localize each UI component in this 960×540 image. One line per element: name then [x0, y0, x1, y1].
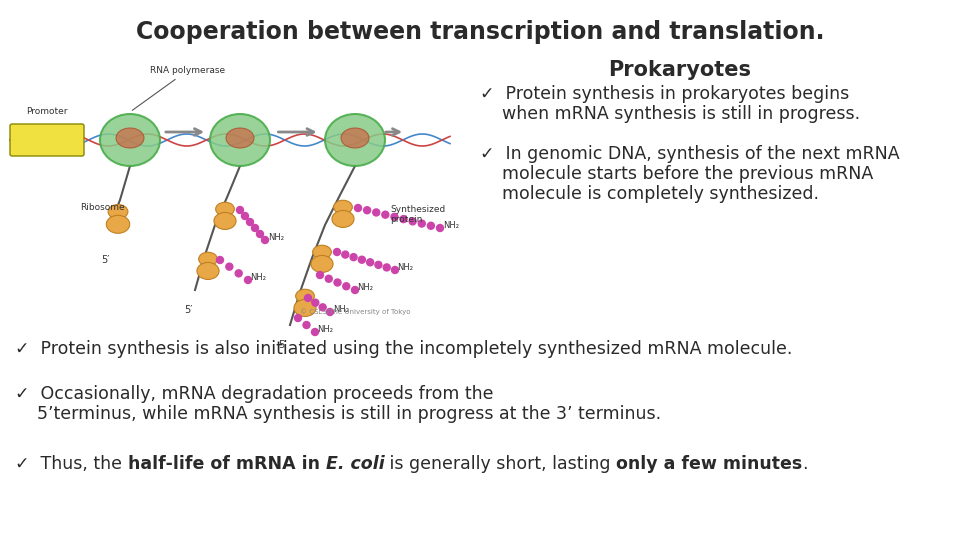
Circle shape	[419, 220, 425, 227]
Ellipse shape	[100, 114, 160, 166]
Circle shape	[342, 251, 348, 258]
Text: Promoter: Promoter	[26, 107, 68, 116]
Circle shape	[312, 299, 319, 306]
Ellipse shape	[294, 300, 316, 316]
Ellipse shape	[116, 128, 144, 148]
Circle shape	[358, 256, 366, 263]
Text: only a few minutes: only a few minutes	[616, 455, 803, 473]
Circle shape	[311, 328, 319, 335]
Circle shape	[325, 275, 332, 282]
Ellipse shape	[311, 255, 333, 273]
Ellipse shape	[334, 200, 352, 214]
Text: Prokaryotes: Prokaryotes	[609, 60, 752, 80]
Circle shape	[391, 213, 398, 220]
Text: 5’terminus, while mRNA synthesis is still in progress at the 3’ terminus.: 5’terminus, while mRNA synthesis is stil…	[15, 405, 661, 423]
Text: NH₂: NH₂	[268, 233, 284, 241]
Text: E. coli: E. coli	[325, 455, 384, 473]
Circle shape	[256, 231, 263, 238]
Circle shape	[409, 218, 417, 225]
Circle shape	[236, 206, 244, 213]
Circle shape	[252, 225, 258, 232]
Text: when mRNA synthesis is still in progress.: when mRNA synthesis is still in progress…	[480, 105, 860, 123]
FancyBboxPatch shape	[10, 124, 84, 156]
Text: ✓  Protein synthesis in prokaryotes begins: ✓ Protein synthesis in prokaryotes begin…	[480, 85, 850, 103]
Text: ✓  Protein synthesis is also initiated using the incompletely synthesized mRNA m: ✓ Protein synthesis is also initiated us…	[15, 340, 792, 358]
Ellipse shape	[296, 289, 314, 303]
Circle shape	[326, 308, 333, 315]
Text: molecule starts before the previous mRNA: molecule starts before the previous mRNA	[480, 165, 874, 183]
Circle shape	[245, 276, 252, 284]
Text: half-life of mRNA in: half-life of mRNA in	[128, 455, 325, 473]
Text: .: .	[803, 455, 808, 473]
Ellipse shape	[226, 128, 254, 148]
Text: NH₂: NH₂	[333, 306, 349, 314]
Circle shape	[304, 294, 311, 301]
Circle shape	[427, 222, 434, 230]
Text: NH₂: NH₂	[443, 221, 459, 231]
Ellipse shape	[107, 215, 130, 233]
Ellipse shape	[108, 205, 128, 219]
Text: molecule is completely synthesized.: molecule is completely synthesized.	[480, 185, 819, 203]
Text: RNA polymerase: RNA polymerase	[132, 66, 226, 110]
Circle shape	[367, 259, 373, 266]
Circle shape	[295, 314, 301, 321]
Ellipse shape	[199, 252, 217, 266]
Ellipse shape	[332, 211, 354, 227]
Text: 5′: 5′	[101, 255, 109, 265]
Text: ✓  In genomic DNA, synthesis of the next mRNA: ✓ In genomic DNA, synthesis of the next …	[480, 145, 900, 163]
Circle shape	[226, 263, 233, 270]
Circle shape	[319, 304, 326, 311]
Circle shape	[364, 207, 371, 214]
Text: Cooperation between transcription and translation.: Cooperation between transcription and tr…	[135, 20, 825, 44]
Circle shape	[317, 272, 324, 279]
Circle shape	[354, 205, 362, 212]
Circle shape	[375, 261, 382, 268]
Circle shape	[400, 215, 407, 222]
Text: Ribosome: Ribosome	[80, 204, 125, 213]
Text: © CSLS/The University of Tokyo: © CSLS/The University of Tokyo	[300, 308, 410, 315]
Text: NH₂: NH₂	[250, 273, 266, 281]
Ellipse shape	[216, 202, 234, 216]
Circle shape	[247, 219, 253, 226]
Circle shape	[437, 225, 444, 232]
Circle shape	[382, 211, 389, 218]
Ellipse shape	[214, 212, 236, 230]
Circle shape	[383, 264, 390, 271]
Circle shape	[334, 279, 341, 286]
Text: Synthesized
protein: Synthesized protein	[390, 205, 445, 225]
Text: 5′: 5′	[183, 305, 192, 315]
Text: is generally short, lasting: is generally short, lasting	[384, 455, 616, 473]
Text: NH₂: NH₂	[317, 326, 333, 334]
Text: ✓  Thus, the: ✓ Thus, the	[15, 455, 128, 473]
Text: NH₂: NH₂	[397, 264, 413, 273]
Ellipse shape	[210, 114, 270, 166]
Ellipse shape	[325, 114, 385, 166]
Circle shape	[235, 270, 242, 277]
Circle shape	[372, 209, 380, 216]
Circle shape	[303, 321, 310, 328]
Circle shape	[350, 254, 357, 261]
Ellipse shape	[341, 128, 369, 148]
Circle shape	[217, 256, 224, 264]
Circle shape	[343, 283, 349, 290]
Circle shape	[242, 213, 249, 219]
Ellipse shape	[197, 262, 219, 280]
Circle shape	[351, 287, 358, 294]
Text: ✓  Occasionally, mRNA degradation proceeds from the: ✓ Occasionally, mRNA degradation proceed…	[15, 385, 493, 403]
Circle shape	[261, 237, 269, 244]
Circle shape	[333, 248, 341, 255]
Ellipse shape	[313, 245, 331, 259]
Circle shape	[392, 267, 398, 273]
Text: 5′: 5′	[277, 340, 286, 350]
Text: NH₂: NH₂	[357, 284, 373, 293]
